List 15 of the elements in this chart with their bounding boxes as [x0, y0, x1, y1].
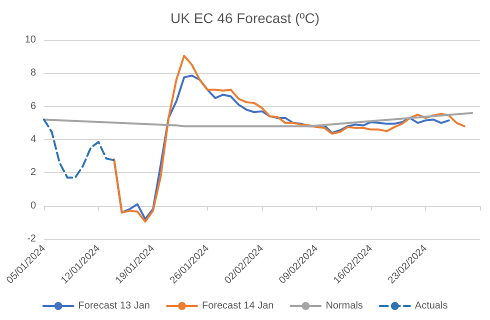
- y-tick-label: 6: [30, 100, 36, 112]
- y-tick-label: 2: [30, 167, 36, 178]
- y-tick-label: -2: [27, 234, 36, 244]
- y-tick-label: 4: [30, 134, 36, 145]
- legend-label: Forecast 13 Jan: [78, 300, 150, 312]
- line-series: [113, 54, 466, 223]
- line-series: [43, 112, 474, 128]
- legend-label: Actuals: [414, 300, 448, 312]
- y-tick-label: 10: [24, 34, 36, 46]
- y-tick-label: 0: [30, 200, 36, 212]
- legend-label: Forecast 14 Jan: [202, 300, 274, 312]
- line-series: [43, 118, 116, 179]
- legend-label: Normals: [326, 300, 363, 312]
- y-tick-label: 8: [30, 68, 36, 79]
- chart-title: UK EC 46 Forecast (ºC): [170, 10, 320, 26]
